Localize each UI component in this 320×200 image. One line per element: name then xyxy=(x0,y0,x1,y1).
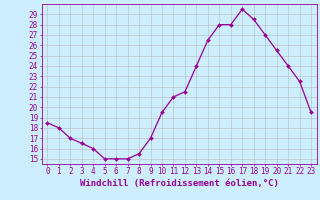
X-axis label: Windchill (Refroidissement éolien,°C): Windchill (Refroidissement éolien,°C) xyxy=(80,179,279,188)
